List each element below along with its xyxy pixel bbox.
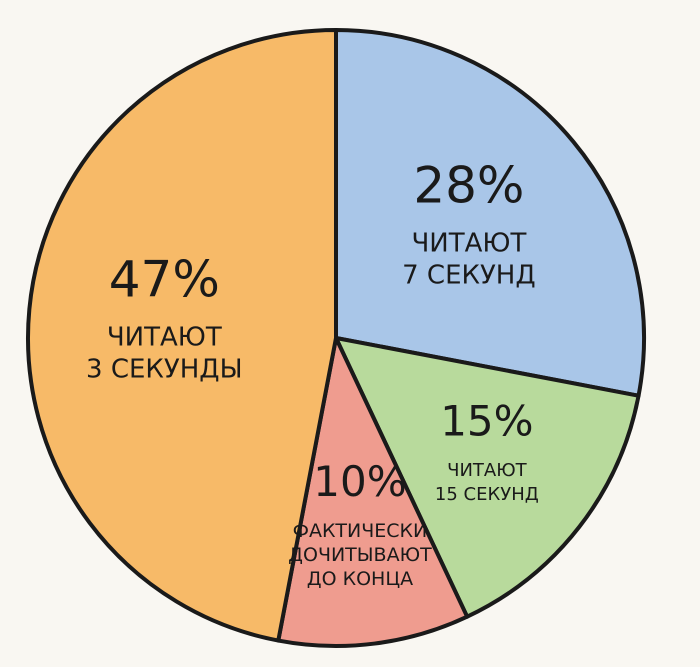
- slice-label: ФАКТИЧЕСКИ: [293, 520, 428, 542]
- slice-label: 15 СЕКУНД: [435, 484, 539, 505]
- value-label: 15%: [440, 397, 533, 446]
- pie-slice: [26, 28, 338, 643]
- pie-slice: [334, 336, 641, 619]
- slice-label: 7 СЕКУНД: [402, 261, 536, 291]
- slice-label: ЧИТАЮТ: [411, 229, 526, 259]
- slice-label: ДОЧИТЫВАЮТ: [288, 544, 432, 566]
- value-label: 10%: [313, 457, 406, 506]
- slice-label: ДО КОНЦА: [307, 568, 413, 590]
- slice-label: ЧИТАЮТ: [107, 322, 222, 352]
- pie-slice: [276, 336, 470, 648]
- slice-label: 3 СЕКУНДЫ: [86, 354, 243, 384]
- slice-label: ЧИТАЮТ: [447, 460, 528, 481]
- value-label: 47%: [109, 250, 220, 308]
- pie-slice: [334, 28, 646, 398]
- value-label: 28%: [413, 157, 524, 215]
